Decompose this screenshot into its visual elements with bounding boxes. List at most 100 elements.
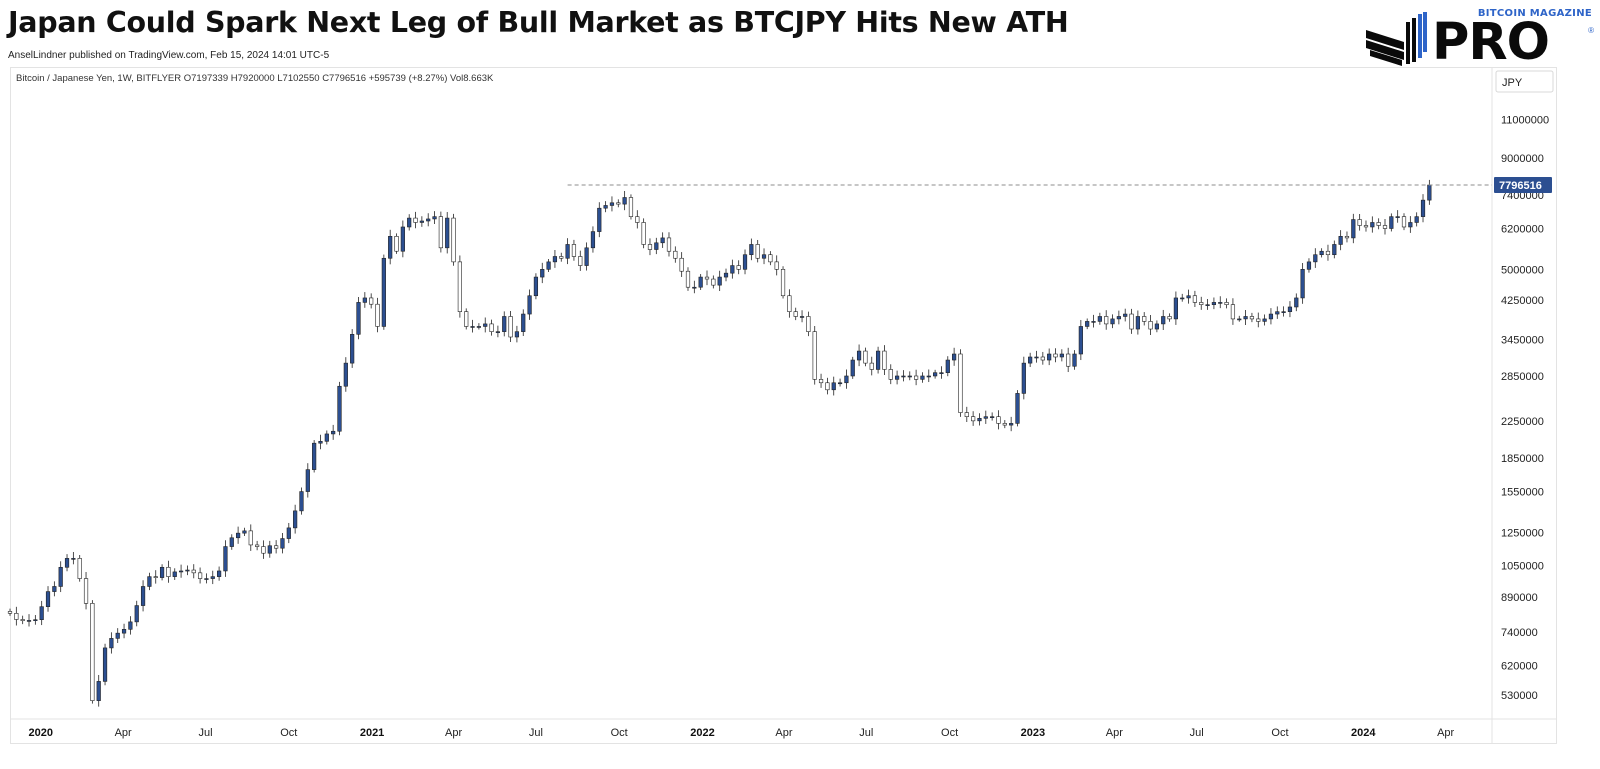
candle-body bbox=[1186, 295, 1191, 299]
candle-body bbox=[1281, 311, 1286, 313]
candle-body bbox=[343, 362, 348, 387]
candle-body bbox=[394, 236, 399, 252]
candle-body bbox=[166, 566, 171, 577]
x-tick-label: 2021 bbox=[360, 727, 384, 739]
candle-body bbox=[1243, 316, 1248, 320]
candle-body bbox=[1294, 297, 1299, 308]
candle-body bbox=[844, 375, 849, 384]
candle-body bbox=[609, 202, 615, 206]
legend-high: H7920000 bbox=[230, 73, 275, 84]
candle-body bbox=[1205, 304, 1210, 306]
candle-body bbox=[172, 571, 177, 577]
candle-body bbox=[1009, 423, 1014, 426]
candle-body bbox=[736, 265, 741, 270]
candle-body bbox=[20, 619, 25, 621]
candle-body bbox=[407, 217, 412, 228]
candle-body bbox=[1218, 302, 1223, 304]
candle-body bbox=[1066, 353, 1071, 367]
candle-body bbox=[850, 359, 855, 377]
price-axis[interactable]: JPY1100000090000007400000620000050000004… bbox=[1494, 70, 1554, 702]
candle-body bbox=[1072, 353, 1077, 367]
candle-body bbox=[470, 326, 475, 328]
candle-body bbox=[7, 611, 13, 614]
candle-body bbox=[369, 297, 374, 305]
candle-body bbox=[476, 326, 481, 328]
candle-body bbox=[780, 269, 786, 297]
candle-body bbox=[1059, 353, 1064, 358]
candle-body bbox=[1192, 295, 1198, 303]
last-price-badge bbox=[1494, 177, 1552, 194]
candle-body bbox=[527, 295, 532, 315]
candle-body bbox=[742, 254, 748, 270]
candle-body bbox=[933, 372, 938, 377]
candle-body bbox=[1395, 216, 1400, 218]
candle-body bbox=[875, 350, 881, 370]
candle-body bbox=[597, 207, 602, 232]
candle-body bbox=[210, 576, 215, 579]
candle-body bbox=[299, 491, 304, 512]
candle-body bbox=[1028, 356, 1033, 364]
candle-body bbox=[660, 237, 665, 244]
candle-body bbox=[806, 316, 811, 332]
candle-body bbox=[856, 350, 862, 361]
candle-body bbox=[1376, 222, 1381, 226]
candle-body bbox=[888, 369, 893, 380]
candle-body bbox=[939, 372, 944, 374]
x-tick-label: Apr bbox=[775, 727, 792, 739]
y-tick-label: 1250000 bbox=[1501, 527, 1544, 539]
y-tick-label: 620000 bbox=[1501, 660, 1538, 672]
candle-body bbox=[280, 538, 285, 549]
candle-body bbox=[907, 375, 912, 378]
candle-body bbox=[945, 359, 950, 373]
candle-body bbox=[666, 237, 672, 252]
candle-body bbox=[1389, 216, 1394, 229]
candle-body bbox=[229, 537, 234, 547]
candle-body bbox=[261, 546, 266, 554]
candle-body bbox=[197, 572, 203, 579]
y-tick-label: 11000000 bbox=[1501, 115, 1549, 127]
time-axis[interactable]: 2020 Apr Jul Oct 2021 Apr Jul Oct 2022 Apr Jul Oct 2… bbox=[29, 727, 1455, 739]
candle-body bbox=[464, 311, 469, 327]
candle-body bbox=[350, 334, 355, 364]
candle-body bbox=[514, 331, 520, 338]
currency-box bbox=[1495, 70, 1554, 93]
candle-body bbox=[863, 350, 868, 364]
candle-body bbox=[337, 385, 342, 432]
candle-body bbox=[71, 558, 76, 560]
candle-body bbox=[616, 202, 621, 205]
candle-body bbox=[426, 218, 431, 222]
candle-body bbox=[635, 216, 640, 223]
candle-body bbox=[77, 558, 82, 579]
candle-body bbox=[1401, 216, 1407, 228]
legend-change: +595739 (+8.27%) bbox=[368, 73, 448, 84]
candle-body bbox=[1427, 184, 1432, 201]
candle-body bbox=[1142, 316, 1147, 322]
candle-body bbox=[1129, 313, 1134, 330]
candle-body bbox=[768, 254, 773, 263]
candle-body bbox=[1078, 326, 1083, 355]
candle-body bbox=[274, 545, 279, 549]
candle-body bbox=[293, 510, 298, 529]
candle-body bbox=[1015, 393, 1020, 424]
candle-layer bbox=[7, 179, 1432, 707]
candle-body bbox=[533, 276, 539, 297]
candle-body bbox=[90, 603, 95, 701]
candle-body bbox=[1154, 323, 1159, 330]
x-tick-label: Jul bbox=[859, 727, 873, 739]
candle-body bbox=[1123, 313, 1128, 317]
candle-body bbox=[178, 570, 184, 573]
candle-body bbox=[882, 350, 887, 370]
candle-body bbox=[723, 272, 729, 278]
candle-body bbox=[983, 416, 988, 419]
y-tick-label: 1050000 bbox=[1501, 560, 1544, 572]
x-tick-label: Oct bbox=[280, 727, 297, 739]
legend-volume: Vol8.663K bbox=[450, 73, 494, 84]
candle-body bbox=[331, 430, 336, 435]
x-tick-label: Oct bbox=[611, 727, 628, 739]
brand-logo: BITCOIN MAGAZINE PRO ® bbox=[1366, 6, 1596, 71]
candle-body bbox=[1319, 250, 1324, 256]
candle-body bbox=[381, 257, 386, 327]
candle-body bbox=[318, 441, 323, 444]
candle-body bbox=[1370, 222, 1375, 228]
